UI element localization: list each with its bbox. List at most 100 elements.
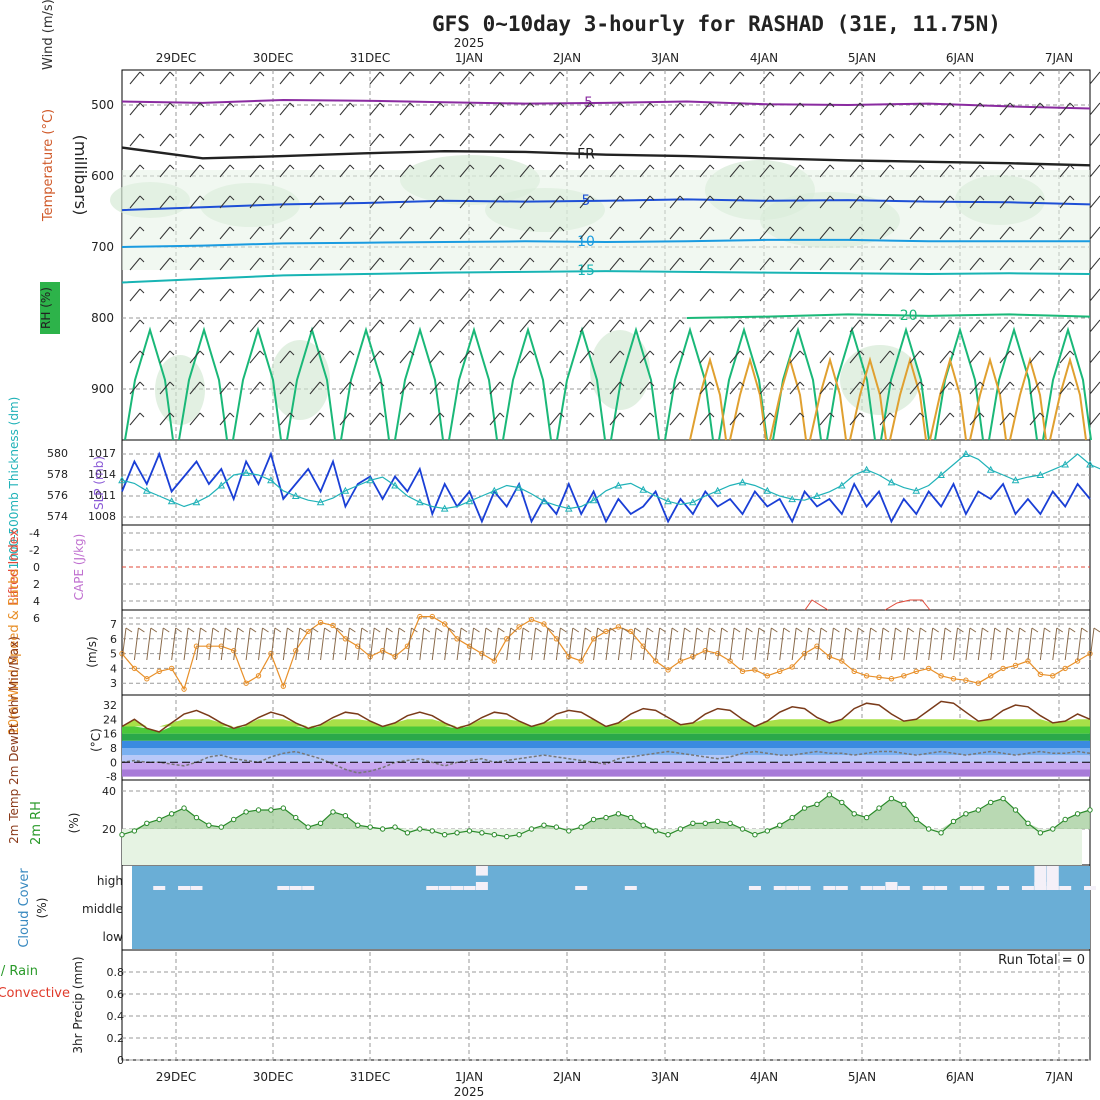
wind-speed-marker	[541, 621, 547, 627]
wind-barb-flag	[409, 164, 415, 170]
rh-marker	[727, 820, 733, 826]
wind-barb	[1059, 71, 1071, 85]
surface-wind-barb	[1064, 627, 1070, 661]
wind-barb-flag	[319, 350, 325, 356]
wind-barb-flag	[1009, 195, 1015, 201]
wind-barb	[729, 412, 741, 426]
wind-barb-flag	[199, 71, 205, 77]
high-cloud-bar	[624, 886, 637, 890]
surface-wind-barb	[1027, 627, 1033, 661]
wind-barb	[759, 381, 771, 395]
wind-barb-flag	[859, 257, 865, 263]
wind-barb	[969, 226, 981, 240]
wind-barb	[789, 257, 801, 271]
wind-barb	[279, 133, 291, 147]
pressure-tick: 800	[91, 311, 114, 325]
wind-barb-flag	[199, 412, 205, 418]
surface-wind-barb-flag	[919, 627, 927, 633]
surface-wind-barb-flag	[820, 627, 828, 633]
high-cloud-bar	[897, 886, 910, 890]
wind-barb-flag	[859, 381, 865, 387]
wind-barb	[129, 164, 141, 178]
wind-barb-flag	[919, 319, 925, 325]
wind-barb	[579, 195, 591, 209]
thickness-axis-label: 1000-500mb Thickness (dm)	[7, 397, 21, 570]
bottom-day-label: 1JAN	[455, 1070, 483, 1084]
wind-barb-flag	[619, 164, 625, 170]
wind-barb-flag	[889, 226, 895, 232]
rh-marker	[230, 816, 237, 823]
wind-barb-flag	[739, 412, 745, 418]
temp-contour-5	[686, 313, 1091, 319]
wind-barb	[1029, 412, 1041, 426]
wind-barb	[939, 164, 951, 178]
wind-barb-flag	[469, 71, 475, 77]
wind-barb-flag	[619, 195, 625, 201]
high-cloud-bar	[798, 886, 811, 890]
lifted-index-tick: -2	[29, 544, 40, 557]
surface-wind-barb	[928, 627, 934, 661]
wind-speed-marker	[156, 668, 162, 675]
surface-wind-barb	[1052, 627, 1058, 661]
wind-barb	[159, 102, 171, 116]
temp-tick: 32	[103, 699, 117, 712]
wind-barb	[279, 350, 291, 364]
wind-barb-flag	[139, 195, 145, 201]
wind-barb-flag	[859, 164, 865, 170]
wind-barb	[699, 71, 711, 85]
wind-barb-flag	[649, 319, 655, 325]
wind-barb-flag	[769, 257, 775, 263]
wind-speed-marker	[317, 619, 324, 626]
wind-barb-flag	[139, 71, 145, 77]
wind-barb-flag	[379, 164, 385, 170]
wind-barb-flag	[229, 319, 235, 325]
rh-shading	[840, 345, 920, 415]
wind-speed-marker	[181, 686, 187, 692]
wind-barb	[339, 226, 351, 240]
high-cloud-bar	[860, 886, 873, 890]
thickness-marker	[118, 476, 126, 484]
surface-wind-barb-flag	[560, 627, 567, 633]
wind-barb-flag	[169, 195, 175, 201]
wind-barb	[519, 102, 531, 116]
wind-barb-flag	[979, 164, 985, 170]
wind-barb	[759, 133, 771, 147]
wind-barb	[879, 102, 891, 116]
surface-wind-barb-flag	[212, 627, 220, 633]
wind-barb-flag	[679, 102, 685, 108]
wind-barb-flag	[469, 164, 475, 170]
wind-barb	[219, 133, 231, 147]
rh-marker	[243, 809, 249, 815]
wind-barb	[309, 195, 321, 209]
wind-barb-flag	[229, 195, 235, 201]
temp-tick: 24	[103, 713, 117, 726]
surface-wind-barb-flag	[1081, 627, 1088, 633]
wind-barb-flag	[529, 71, 535, 77]
wind-barb-flag	[289, 257, 295, 263]
surface-wind-barb	[233, 627, 239, 661]
precip-legend-convective: Convective	[0, 986, 70, 1001]
wind-barb-flag	[859, 350, 865, 356]
wind-barb-flag	[139, 412, 145, 418]
wind-barb	[1089, 71, 1100, 85]
wind-barb-flag	[199, 195, 205, 201]
temp-band-3	[122, 748, 1090, 756]
wind-barb-flag	[199, 102, 205, 108]
rh-marker	[1087, 807, 1093, 813]
wind-speed-marker	[119, 650, 125, 657]
wind-barb	[909, 102, 921, 116]
panel-frame-7	[121, 949, 1091, 1061]
wind-barb	[249, 195, 261, 209]
wind-barb-flag	[529, 257, 535, 263]
wind-barb-flag	[949, 319, 955, 325]
wind-barb-flag	[1039, 412, 1045, 418]
wind-barb	[219, 350, 231, 364]
wind-barb-flag	[859, 319, 865, 325]
wind-barb	[849, 71, 861, 85]
wind-barb	[1059, 350, 1071, 364]
cloud-panel-label: Cloud Cover	[17, 868, 32, 948]
wind-barb-flag	[259, 102, 265, 108]
wind-barb	[639, 257, 651, 271]
wind-barb	[819, 71, 831, 85]
wind-barb	[729, 164, 741, 178]
